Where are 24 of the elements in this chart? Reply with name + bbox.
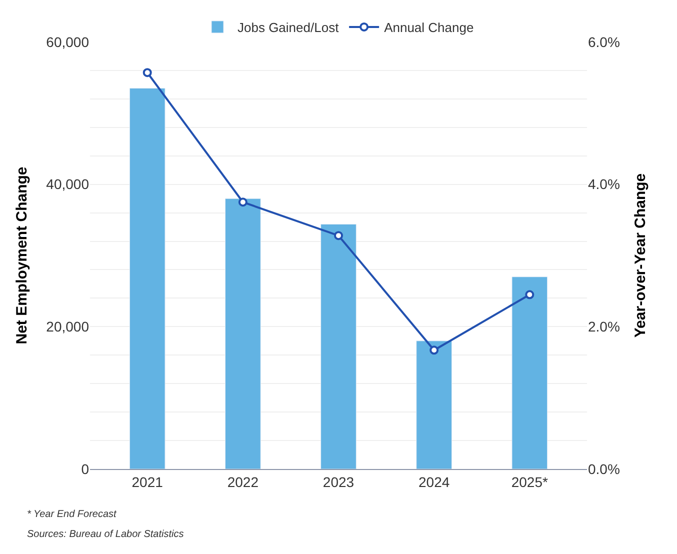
y2-tick-label: 2.0%: [588, 318, 620, 335]
x-tick-label: 2022: [227, 474, 259, 490]
point: [238, 198, 248, 207]
legend-label: Annual Change: [384, 20, 474, 36]
y-tick-label: 60,000: [46, 34, 90, 50]
point: [430, 346, 439, 355]
y2-tick-label: 6.0%: [588, 34, 620, 50]
y-axis-title: Net Employment Change: [13, 166, 30, 344]
point: [525, 290, 534, 300]
x-tick-label: 2023: [322, 474, 354, 490]
y2-tick-label: 4.0%: [588, 176, 620, 192]
y-tick-label: 40,000: [46, 176, 90, 192]
text: * Year End Forecast: [27, 509, 118, 520]
x-tick-label: 2021: [132, 474, 164, 490]
point: [142, 68, 152, 78]
x-tick-label: 2024: [418, 474, 450, 490]
y-tick-label: 20,000: [46, 318, 90, 335]
y2-tick-label: 0.0%: [588, 460, 620, 477]
x-tick-label: 2025*: [511, 474, 548, 490]
legend-label: Jobs Gained/Lost: [238, 20, 340, 36]
source-note: Sources: Bureau of Labor Statistics: [27, 529, 184, 540]
y-tick-label: 0: [81, 460, 90, 477]
y2-axis-title: Year-over-Year Change: [632, 173, 649, 338]
point: [334, 231, 343, 240]
